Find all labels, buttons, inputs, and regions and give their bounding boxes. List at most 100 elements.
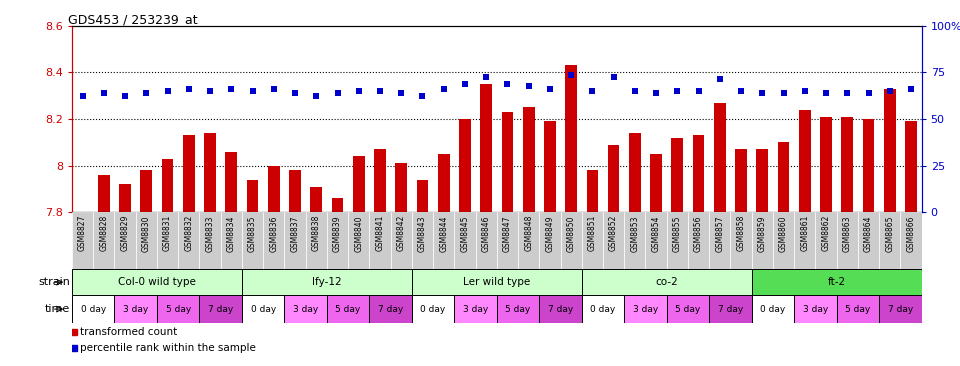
Bar <box>412 269 582 295</box>
Text: 5 day: 5 day <box>335 305 361 314</box>
Text: GSM8852: GSM8852 <box>609 215 618 251</box>
Bar <box>905 121 917 212</box>
Text: GDS453 / 253239_at: GDS453 / 253239_at <box>68 12 198 26</box>
Bar <box>666 212 688 269</box>
Bar <box>200 212 221 269</box>
Bar <box>582 212 603 269</box>
Text: GSM8854: GSM8854 <box>652 215 660 251</box>
Bar <box>714 102 726 212</box>
Bar <box>836 212 858 269</box>
Text: GSM8859: GSM8859 <box>757 215 767 251</box>
Bar <box>242 212 263 269</box>
Bar <box>93 212 114 269</box>
Text: GSM8858: GSM8858 <box>736 215 746 251</box>
Bar <box>480 84 492 212</box>
Bar <box>135 212 157 269</box>
Text: GSM8844: GSM8844 <box>439 215 448 251</box>
Bar <box>671 138 684 212</box>
Bar <box>752 212 773 269</box>
Bar <box>161 158 174 212</box>
Bar <box>773 212 794 269</box>
Text: GSM8851: GSM8851 <box>588 215 597 251</box>
Text: GSM8861: GSM8861 <box>801 215 809 251</box>
Bar <box>412 295 454 323</box>
Text: 3 day: 3 day <box>123 305 149 314</box>
Bar <box>417 180 428 212</box>
Bar <box>98 175 109 212</box>
Bar <box>794 295 836 323</box>
Text: GSM8865: GSM8865 <box>885 215 894 251</box>
Text: 7 day: 7 day <box>718 305 743 314</box>
Text: 0 day: 0 day <box>590 305 615 314</box>
Bar <box>374 149 386 212</box>
Text: 0 day: 0 day <box>81 305 106 314</box>
Bar <box>348 212 370 269</box>
Bar <box>582 295 624 323</box>
Text: GSM8832: GSM8832 <box>184 215 193 251</box>
Bar <box>752 295 794 323</box>
Bar <box>540 295 582 323</box>
Bar <box>284 295 326 323</box>
Text: 0 day: 0 day <box>251 305 276 314</box>
Bar <box>756 149 768 212</box>
Bar <box>247 180 258 212</box>
Bar <box>183 135 195 212</box>
Bar <box>156 295 200 323</box>
Bar <box>72 269 242 295</box>
Bar <box>587 170 598 212</box>
Text: co-2: co-2 <box>656 277 678 287</box>
Text: transformed count: transformed count <box>80 328 177 337</box>
Bar <box>501 112 514 212</box>
Bar <box>900 212 922 269</box>
Text: GSM8836: GSM8836 <box>269 215 278 251</box>
Text: GSM8855: GSM8855 <box>673 215 682 251</box>
Text: GSM8853: GSM8853 <box>631 215 639 251</box>
Bar <box>544 121 556 212</box>
Text: GSM8846: GSM8846 <box>482 215 491 251</box>
Text: ft-2: ft-2 <box>828 277 846 287</box>
Text: GSM8833: GSM8833 <box>205 215 215 251</box>
Text: GSM8856: GSM8856 <box>694 215 703 251</box>
Text: GSM8863: GSM8863 <box>843 215 852 251</box>
Bar <box>242 269 412 295</box>
Text: GSM8845: GSM8845 <box>461 215 469 251</box>
Bar <box>114 212 135 269</box>
Bar <box>799 109 810 212</box>
Bar <box>370 212 391 269</box>
Bar <box>221 212 242 269</box>
Bar <box>284 212 305 269</box>
Bar <box>226 152 237 212</box>
Bar <box>391 212 412 269</box>
Bar <box>72 212 93 269</box>
Bar <box>629 133 640 212</box>
Bar <box>794 212 815 269</box>
Text: GSM8848: GSM8848 <box>524 215 533 251</box>
Bar <box>879 212 900 269</box>
Text: strain: strain <box>38 277 70 287</box>
Bar <box>603 212 624 269</box>
Bar <box>396 163 407 212</box>
Text: Ler wild type: Ler wild type <box>463 277 531 287</box>
Text: GSM8857: GSM8857 <box>715 215 724 251</box>
Bar <box>709 212 731 269</box>
Text: lfy-12: lfy-12 <box>312 277 342 287</box>
Text: GSM8829: GSM8829 <box>121 215 130 251</box>
Bar <box>582 269 752 295</box>
Text: 7 day: 7 day <box>208 305 233 314</box>
Bar <box>841 117 853 212</box>
Bar <box>326 212 348 269</box>
Bar <box>310 187 323 212</box>
Bar <box>666 295 709 323</box>
Bar <box>140 170 153 212</box>
Text: 7 day: 7 day <box>888 305 913 314</box>
Bar <box>561 212 582 269</box>
Text: 5 day: 5 day <box>675 305 701 314</box>
Text: GSM8839: GSM8839 <box>333 215 342 251</box>
Bar <box>263 212 284 269</box>
Bar <box>433 212 454 269</box>
Text: GSM8838: GSM8838 <box>312 215 321 251</box>
Text: 3 day: 3 day <box>803 305 828 314</box>
Bar <box>752 269 922 295</box>
Bar <box>645 212 666 269</box>
Bar <box>438 154 449 212</box>
